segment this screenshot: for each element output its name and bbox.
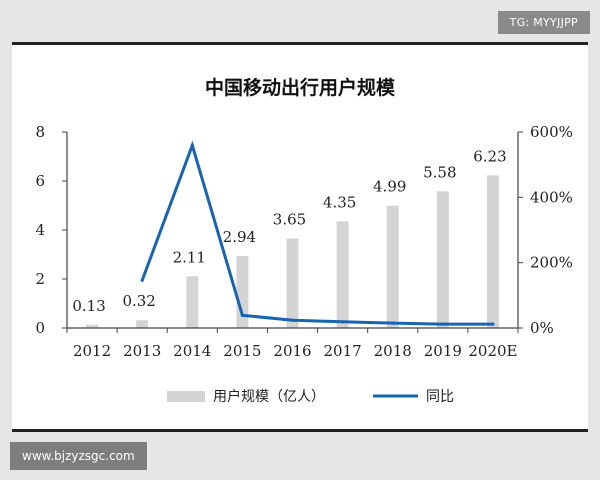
x-tick-label-2013: 2013: [123, 342, 161, 360]
y-left-tick-label-0: 0: [35, 319, 45, 337]
bar-2017: [336, 221, 349, 328]
watermark-bottom-url: www.bjzyzsgc.com: [10, 442, 147, 470]
growth-point-2020E: [491, 322, 495, 326]
x-tick-label-2016: 2016: [273, 342, 311, 360]
x-tick-label-2017: 2017: [324, 342, 362, 360]
data-label-2019: 5.58: [423, 163, 456, 181]
growth-point-2019: [441, 322, 445, 326]
data-label-2018: 4.99: [373, 178, 406, 196]
growth-point-2015: [240, 313, 244, 317]
x-tick-label-2014: 2014: [173, 342, 211, 360]
y-left-tick-label-2: 2: [35, 270, 45, 288]
y-right-tick-label-600: 600%: [530, 123, 573, 141]
growth-point-2016: [290, 318, 295, 322]
y-left-tick-label-6: 6: [35, 172, 45, 190]
growth-point-2017: [341, 320, 345, 324]
axes-group: 0 2 4 6 8 0% 200% 400% 600% 2012 2013 2014 2015 2016 2…: [35, 123, 572, 360]
x-tick-label-2020E: 2020E: [468, 342, 517, 360]
bars-group: [86, 175, 499, 328]
growth-point-2018: [391, 321, 395, 325]
legend-swatch-bar: [167, 391, 205, 402]
growth-point-2013: [140, 278, 144, 282]
bar-2014: [186, 276, 199, 328]
bar-2013: [136, 320, 149, 328]
data-label-2013: 0.32: [122, 292, 155, 310]
y-left-tick-label-4: 4: [35, 221, 45, 239]
x-tick-label-2012: 2012: [73, 342, 111, 360]
x-tick-label-2019: 2019: [424, 342, 462, 360]
x-tick-label-2015: 2015: [223, 342, 261, 360]
bar-2019: [436, 191, 449, 328]
bar-2012: [86, 324, 99, 328]
data-label-2016: 3.65: [273, 211, 306, 229]
legend-label-bar: 用户规模（亿人）: [213, 388, 325, 405]
growth-line: [140, 140, 493, 326]
legend-label-line: 同比: [426, 389, 454, 405]
line-group: [140, 140, 495, 326]
bar-2016: [286, 238, 299, 328]
data-label-2012: 0.13: [72, 297, 105, 315]
y-right-tick-label-0: 0%: [530, 319, 554, 337]
x-tick-label-2018: 2018: [374, 342, 412, 360]
data-label-2014: 2.11: [173, 248, 206, 266]
y-left-tick-label-8: 8: [35, 123, 45, 141]
bar-2018: [386, 205, 399, 328]
legend: 用户规模（亿人） 同比: [167, 388, 454, 405]
data-labels-group: 0.13 0.32 2.11 2.94 3.65 4.35 4.99 5.58 6.23: [72, 147, 506, 314]
data-label-2020E: 6.23: [473, 147, 506, 165]
bar-2020E: [486, 175, 499, 328]
data-label-2017: 4.35: [323, 193, 356, 211]
y-right-tick-label-400: 400%: [530, 188, 573, 206]
data-label-2015: 2.94: [223, 228, 256, 246]
growth-point-2014: [190, 143, 194, 147]
chart-title: 中国移动出行用户规模: [205, 76, 396, 99]
y-right-tick-label-200: 200%: [530, 254, 573, 272]
watermark-top: TG: MYYJJPP: [497, 11, 590, 34]
